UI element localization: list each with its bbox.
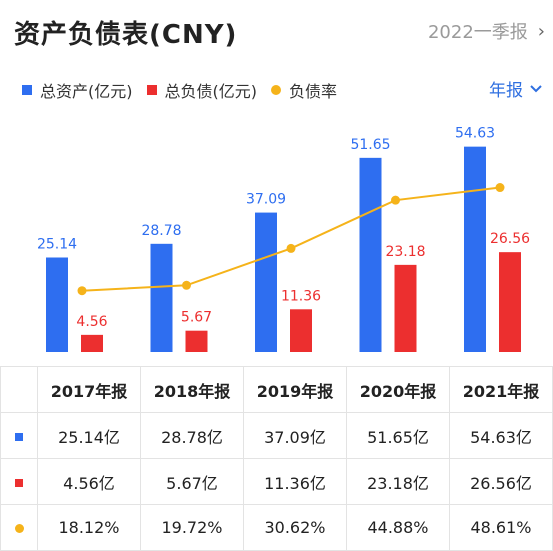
data-label: 28.78	[141, 223, 181, 239]
column-header: 2020年报	[346, 366, 450, 413]
table-cell: 23.18亿	[346, 458, 450, 505]
table-cell: 30.62%	[243, 504, 347, 551]
bar-total-liabilities	[185, 330, 208, 352]
table-cell: 44.88%	[346, 504, 450, 551]
data-label: 54.63	[455, 126, 495, 142]
table-cell: 28.78亿	[140, 412, 244, 459]
orange-dot-marker	[14, 524, 24, 533]
data-label: 25.14	[37, 236, 77, 252]
data-label: 26.56	[490, 231, 530, 247]
data-label: 23.18	[385, 244, 425, 260]
table-row-debt-ratio: 18.12% 19.72% 30.62% 44.88% 48.61%	[0, 504, 553, 551]
column-header: 2021年报	[449, 366, 553, 413]
bar-total-assets	[255, 212, 277, 352]
bar-total-liabilities	[290, 309, 312, 352]
legend-label: 总资产(亿元)	[40, 82, 133, 101]
bar-total-liabilities	[394, 264, 417, 352]
column-header: 2019年报	[243, 366, 347, 413]
legend-item-debt-ratio: 负债率	[271, 78, 337, 102]
table-cell: 5.67亿	[140, 458, 244, 505]
legend-item-total-assets: 总资产(亿元)	[22, 78, 133, 102]
data-label: 4.56	[76, 314, 107, 330]
legend-label: 总负债(亿元)	[164, 82, 258, 101]
table-cell: 18.12%	[37, 504, 141, 551]
table-cell: 48.61%	[449, 504, 553, 551]
row-marker	[0, 412, 38, 459]
data-table: 2017年报 2018年报 2019年报 2020年报 2021年报 25.14…	[0, 366, 553, 551]
table-cell: 37.09亿	[243, 412, 347, 459]
bar-total-assets	[150, 243, 173, 352]
chevron-right-icon: ›	[537, 20, 545, 42]
balance-sheet-chart: 25.14 28.78 37.09 51.65 54.63 4.56 5.67 11.36 23…	[37, 126, 530, 352]
table-cell: 19.72%	[140, 504, 244, 551]
bar-total-liabilities	[499, 252, 521, 352]
row-marker	[0, 504, 38, 551]
debt-ratio-point	[286, 243, 296, 253]
legend-item-total-liabilities: 总负债(亿元)	[146, 78, 258, 102]
table-row-total-liabilities: 4.56亿 5.67亿 11.36亿 23.18亿 26.56亿	[0, 458, 553, 505]
data-label: 5.67	[181, 310, 212, 326]
page-title: 资产负债表(CNY)	[14, 20, 238, 50]
bar-total-assets	[464, 146, 486, 352]
blue-square-marker	[15, 433, 23, 441]
debt-ratio-point	[391, 195, 400, 205]
table-cell: 4.56亿	[37, 458, 141, 505]
data-label: 37.09	[246, 192, 286, 208]
period-selector[interactable]: 年报	[489, 76, 543, 101]
debt-ratio-line	[81, 186, 501, 292]
period-selector-label: 年报	[489, 81, 523, 101]
table-cell: 51.65亿	[346, 412, 450, 459]
legend-swatch-red	[146, 85, 157, 95]
table-row-total-assets: 25.14亿 28.78亿 37.09亿 51.65亿 54.63亿	[0, 412, 553, 459]
column-header: 2018年报	[140, 366, 244, 413]
debt-ratio-point	[495, 183, 505, 193]
bar-total-assets	[46, 257, 68, 352]
data-label: 51.65	[350, 137, 390, 153]
bar-total-assets	[359, 157, 382, 352]
table-corner-cell	[0, 366, 38, 413]
legend-label: 负债率	[289, 82, 338, 101]
report-period-label: 2022一季报	[427, 22, 528, 43]
chart-legend: 总资产(亿元) 总负债(亿元) 负债率	[22, 78, 351, 102]
column-header: 2017年报	[37, 366, 141, 413]
bar-total-liabilities	[81, 334, 103, 352]
report-period-link[interactable]: 2022一季报 ›	[428, 18, 545, 44]
table-header-row: 2017年报 2018年报 2019年报 2020年报 2021年报	[0, 366, 553, 413]
legend-swatch-blue	[22, 85, 32, 95]
table-cell: 11.36亿	[243, 458, 347, 505]
row-marker	[0, 458, 38, 505]
chevron-down-icon	[530, 84, 542, 92]
table-cell: 26.56亿	[449, 458, 553, 505]
legend-swatch-orange	[271, 85, 281, 95]
data-label: 11.36	[281, 288, 321, 304]
debt-ratio-point	[77, 286, 87, 296]
header: 资产负债表(CNY) 2022一季报 ›	[0, 0, 553, 62]
table-cell: 25.14亿	[37, 412, 141, 459]
table-cell: 54.63亿	[449, 412, 553, 459]
red-square-marker	[15, 479, 23, 487]
debt-ratio-point	[182, 280, 191, 290]
